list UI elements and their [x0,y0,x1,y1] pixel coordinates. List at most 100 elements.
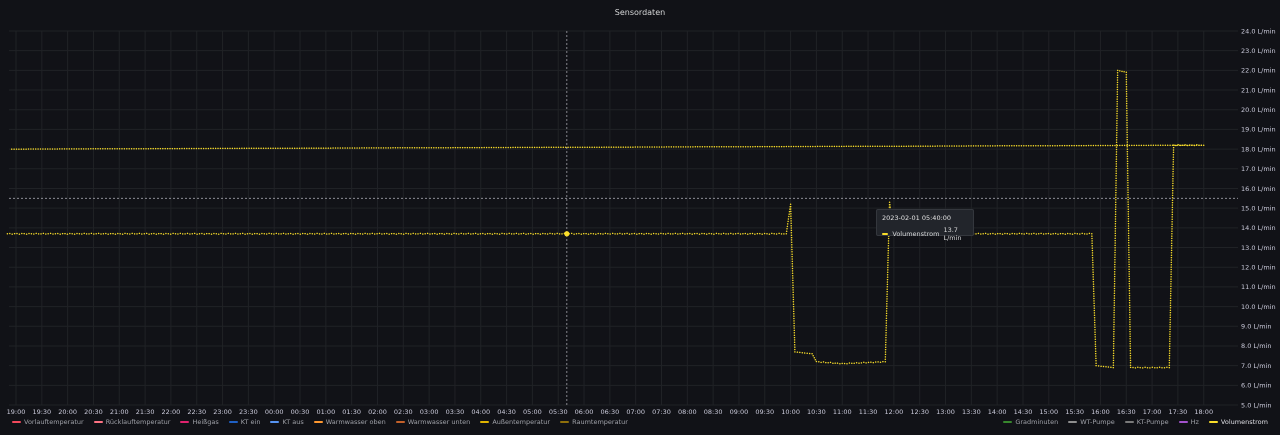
data-point [1114,268,1116,271]
data-point [64,232,66,235]
legend-item[interactable]: Warmwasser unten [395,418,470,426]
data-point [605,146,608,148]
data-point [479,232,482,235]
data-point [1093,292,1095,295]
data-point [903,145,905,147]
data-point [166,147,169,150]
legend-label: Heißgas [192,418,219,426]
data-point [1129,323,1131,326]
data-point [145,147,147,150]
data-point [790,215,792,217]
x-tick-label: 00:00 [265,408,284,416]
data-point [1166,366,1168,369]
data-point [1113,338,1115,340]
data-point [1011,232,1013,235]
data-point [1035,144,1037,147]
data-point [693,232,696,235]
legend-item[interactable]: KT-Pumpe [1124,418,1169,426]
data-point [907,145,910,147]
data-point [791,265,794,267]
data-point [674,232,677,235]
data-point [1059,144,1061,147]
data-point [1126,129,1128,131]
data-point [478,146,481,149]
data-point [656,146,658,148]
data-point [373,233,376,235]
data-point [1116,74,1119,76]
y-tick-label: 5.0 L/min [1241,401,1271,409]
data-point [898,145,900,147]
legend-label: Raumtemperatur [572,418,628,426]
data-point [269,147,272,149]
data-point [1115,148,1118,151]
data-point [840,145,843,148]
data-point [972,145,975,147]
x-tick-label: 06:00 [575,408,594,416]
y-tick-label: 19.0 L/min [1241,126,1276,134]
data-point [1143,144,1145,147]
data-point [1193,144,1195,146]
data-point [1127,220,1130,222]
data-point [660,146,663,148]
data-point [1094,350,1097,352]
legend-item[interactable]: Heißgas [180,418,219,426]
data-point [790,220,792,222]
data-point [814,358,817,361]
data-point [1172,158,1175,161]
data-point [826,145,828,148]
data-point [775,233,778,235]
data-point [689,232,691,235]
legend-item[interactable]: KT ein [228,418,260,426]
data-point [1170,264,1173,266]
data-point [1125,90,1128,93]
legend-item[interactable]: Gradminuten [1003,418,1058,426]
data-point [636,233,638,235]
data-point [771,145,773,148]
data-point [1087,144,1090,147]
data-point [410,233,412,235]
data-point [980,233,982,235]
data-point [490,146,493,149]
data-point [701,232,703,235]
data-point [1094,352,1097,355]
data-point [789,203,792,205]
data-point [791,262,794,265]
data-point [653,146,656,148]
data-point [1113,311,1115,314]
legend-item[interactable]: Außentemperatur [480,418,550,426]
legend-item[interactable]: Vorlauftemperatur [12,418,84,426]
data-point [184,233,186,235]
data-point [1129,338,1131,340]
data-point [1042,144,1044,147]
legend-item[interactable]: Hz [1178,418,1199,426]
data-point [385,147,387,149]
data-point [832,362,834,364]
data-point [1170,256,1173,259]
data-point [11,233,13,235]
data-point [1128,285,1131,287]
legend-item[interactable]: Raumtemperatur [560,418,628,426]
data-point [66,233,69,235]
data-point [922,145,924,147]
legend-item[interactable]: Volumenstrom [1208,418,1268,426]
legend-item[interactable]: Rücklauftemperatur [93,418,170,426]
data-point [1163,366,1166,369]
data-point [1113,280,1116,283]
legend-item[interactable]: KT aus [270,418,304,426]
legend-item[interactable]: WT-Pumpe [1068,418,1115,426]
data-point [756,145,759,148]
legend-swatch [1124,420,1134,424]
data-point [1128,249,1130,251]
data-point [692,146,694,148]
data-point [159,147,162,150]
highlight-point [564,231,570,237]
data-point [1129,311,1131,314]
data-point [1127,227,1130,230]
data-point [979,145,982,147]
legend-item[interactable]: Warmwasser oben [313,418,386,426]
data-point [1115,141,1118,144]
data-point [887,266,889,269]
data-point [498,233,501,235]
data-point [1171,201,1174,204]
